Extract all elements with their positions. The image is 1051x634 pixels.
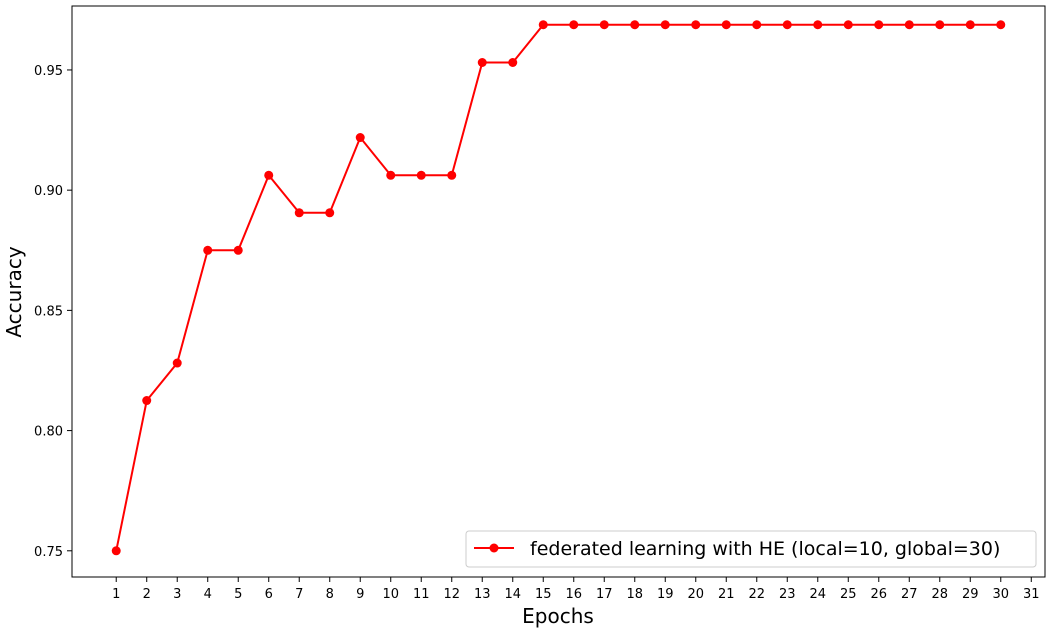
data-point <box>142 396 152 406</box>
x-tick-label: 18 <box>626 587 643 602</box>
data-point <box>508 57 518 67</box>
legend: federated learning with HE (local=10, gl… <box>465 530 1037 568</box>
x-tick-label: 26 <box>870 587 887 602</box>
x-tick-label: 11 <box>413 587 430 602</box>
legend-box <box>465 530 1037 568</box>
data-point <box>691 20 701 30</box>
data-point <box>904 20 914 30</box>
x-tick-label: 24 <box>809 587 826 602</box>
x-tick-label: 29 <box>962 587 979 602</box>
legend-label: federated learning with HE (local=10, gl… <box>530 538 1000 560</box>
series-layer <box>111 20 1006 556</box>
data-point <box>416 170 426 180</box>
data-point <box>660 20 670 30</box>
data-point <box>630 20 640 30</box>
x-tick-label: 30 <box>992 587 1009 602</box>
data-point <box>203 245 213 255</box>
data-point <box>599 20 609 30</box>
data-point <box>355 133 365 143</box>
y-tick-label: 0.80 <box>34 425 63 440</box>
data-point <box>264 170 274 180</box>
x-tick-label: 13 <box>474 587 491 602</box>
data-point <box>233 245 243 255</box>
data-point <box>386 170 396 180</box>
series-line <box>115 23 1001 551</box>
x-tick-label: 7 <box>295 587 303 602</box>
data-point <box>935 20 945 30</box>
x-tick-label: 2 <box>143 587 151 602</box>
x-tick-label: 19 <box>657 587 674 602</box>
data-point <box>172 358 182 368</box>
data-point <box>111 546 121 556</box>
x-tick-label: 25 <box>840 587 857 602</box>
data-point <box>813 20 823 30</box>
y-axis-ticks: 0.75 0.80 0.85 0.90 0.95 <box>34 64 72 560</box>
x-tick-label: 5 <box>234 587 242 602</box>
data-point <box>721 20 731 30</box>
x-tick-label: 15 <box>535 587 552 602</box>
x-tick-label: 1 <box>112 587 120 602</box>
data-point <box>996 20 1006 30</box>
data-point <box>477 57 487 67</box>
plot-frame <box>71 5 1046 578</box>
x-tick-label: 16 <box>565 587 582 602</box>
data-point <box>294 208 304 218</box>
x-tick-label: 4 <box>204 587 212 602</box>
y-tick-label: 0.75 <box>34 545 63 560</box>
x-tick-label: 28 <box>931 587 948 602</box>
x-tick-label: 31 <box>1023 587 1040 602</box>
x-tick-label: 12 <box>443 587 460 602</box>
x-tick-label: 23 <box>779 587 796 602</box>
x-tick-label: 8 <box>326 587 334 602</box>
x-tick-label: 21 <box>718 587 735 602</box>
x-tick-label: 14 <box>504 587 521 602</box>
x-tick-label: 17 <box>596 587 613 602</box>
data-point <box>325 208 335 218</box>
data-point <box>538 20 548 30</box>
y-tick-label: 0.95 <box>34 64 63 79</box>
data-point <box>965 20 975 30</box>
x-tick-label: 6 <box>265 587 273 602</box>
x-tick-label: 3 <box>173 587 181 602</box>
data-point <box>569 20 579 30</box>
y-tick-label: 0.85 <box>34 304 63 319</box>
x-tick-label: 27 <box>901 587 918 602</box>
x-axis-ticks: 1 2 3 4 5 6 7 8 9 10 11 12 13 14 15 16 17 18 19 20 21 22 23 24 2… <box>112 577 1040 602</box>
data-point <box>782 20 792 30</box>
x-axis-title: Epochs <box>522 604 594 628</box>
x-tick-label: 20 <box>687 587 704 602</box>
x-tick-label: 10 <box>382 587 399 602</box>
data-point <box>447 170 457 180</box>
x-tick-label: 22 <box>748 587 765 602</box>
legend-marker-swatch <box>489 543 499 553</box>
y-axis-title: Accuracy <box>2 246 26 337</box>
data-point <box>843 20 853 30</box>
x-tick-label: 9 <box>356 587 364 602</box>
data-point <box>752 20 762 30</box>
data-point <box>874 20 884 30</box>
y-tick-label: 0.90 <box>34 184 63 199</box>
